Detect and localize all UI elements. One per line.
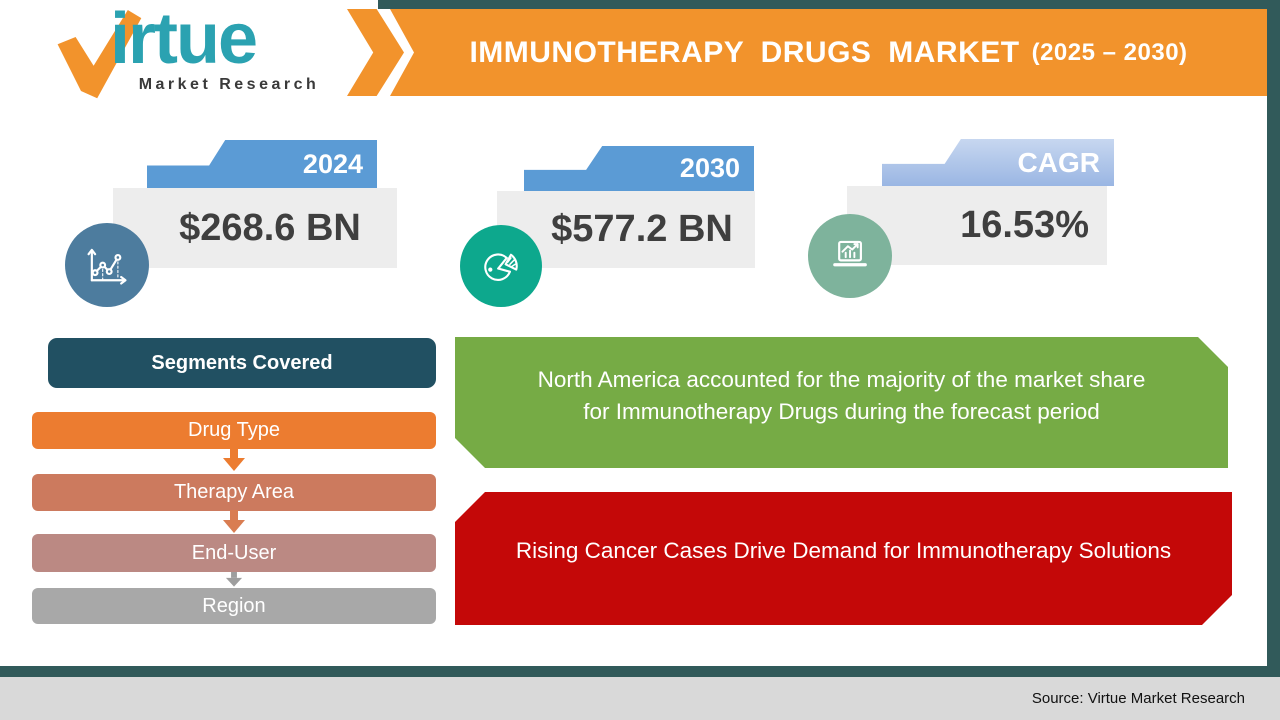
down-arrow-icon	[223, 510, 245, 533]
line-chart-icon	[87, 248, 127, 285]
stat-icon-circle-2030	[460, 225, 542, 307]
stat-icon-circle-2024	[65, 223, 149, 307]
laptop-chart-icon	[833, 240, 867, 267]
brand-name: irtue	[110, 0, 258, 79]
footer-source: Source: Virtue Market Research	[1031, 690, 1245, 707]
brand-tagline: Market Research	[138, 76, 320, 93]
stat-icon-circle-cagr	[808, 214, 892, 298]
driver-callout-text: Rising Cancer Cases Drive Demand for Imm…	[515, 537, 1172, 563]
segment-item-therapy-area: Therapy Area	[32, 474, 436, 511]
stat-tab-cagr: CAGR	[882, 139, 1114, 186]
page-title-range: (2025 – 2030)	[1031, 38, 1188, 66]
footer-bar: Source: Virtue Market Research	[0, 677, 1280, 720]
brand-logo: irtue Market Research	[38, 0, 328, 104]
header-banner: IMMUNOTHERAPY DRUGS MARKET (2025 – 2030)	[390, 9, 1267, 96]
stat-value-2024: $268.6 BN	[113, 188, 397, 268]
down-arrow-icon	[223, 448, 245, 471]
page-title: IMMUNOTHERAPY DRUGS MARKET	[469, 35, 1020, 69]
stat-tab-2030: 2030	[524, 146, 754, 191]
down-arrow-icon	[225, 572, 243, 587]
header-chevron-icon	[347, 9, 404, 96]
top-border	[378, 0, 1280, 9]
stat-tab-2024: 2024	[147, 140, 377, 188]
segment-item-drug-type: Drug Type	[32, 412, 436, 449]
driver-callout: Rising Cancer Cases Drive Demand for Imm…	[455, 492, 1232, 625]
right-border	[1267, 0, 1280, 677]
segment-item-end-user: End-User	[32, 534, 436, 572]
region-callout: North America accounted for the majority…	[455, 337, 1228, 468]
segment-item-region: Region	[32, 588, 436, 624]
region-callout-line2: for Immunotherapy Drugs during the forec…	[583, 398, 1100, 424]
region-callout-line1: North America accounted for the majority…	[537, 366, 1146, 392]
pie-chart-icon	[483, 253, 518, 281]
checkmark-icon	[57, 10, 142, 99]
segments-header: Segments Covered	[48, 338, 436, 388]
bottom-border	[0, 666, 1280, 677]
